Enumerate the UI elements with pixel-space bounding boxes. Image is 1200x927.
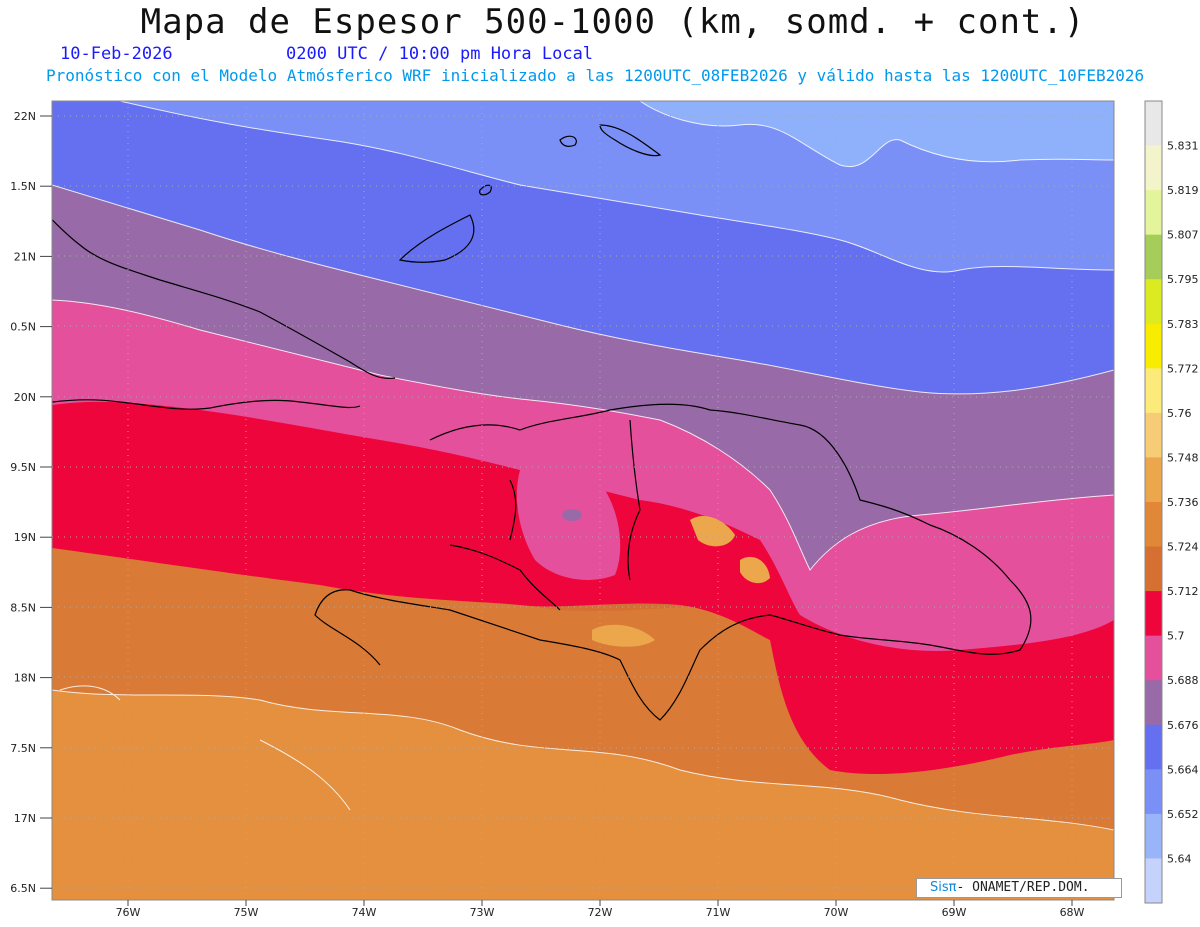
band-pale-blue: [640, 101, 1114, 167]
lon-label: 74W: [352, 906, 377, 919]
map-title: Mapa de Espesor 500-1000 (km, somd. + co…: [140, 2, 1086, 42]
lon-label: 70W: [824, 906, 849, 919]
thickness-field: [52, 101, 1114, 900]
purple-pocket: [562, 509, 582, 521]
lat-label: 21N: [14, 250, 36, 263]
colorbar-label: 5.712: [1167, 585, 1199, 598]
colorbar-swatch: [1145, 368, 1162, 414]
colorbar-label: 5.664: [1167, 763, 1199, 776]
colorbar-swatch: [1145, 323, 1162, 369]
colorbar-swatch: [1145, 101, 1162, 147]
colorbar-frame: [1144, 100, 1163, 904]
lon-label: 69W: [942, 906, 967, 919]
lat-label: 18N: [14, 672, 36, 685]
longitude-labels: 76W 75W 74W 73W 72W 71W 70W 69W 68W: [116, 900, 1085, 919]
colorbar-label: 5.64: [1167, 852, 1192, 865]
warm-spot-1: [690, 515, 735, 547]
colorbar-label: 5.676: [1167, 719, 1199, 732]
colorbar-label: 5.819: [1167, 184, 1199, 197]
map-frame: [51, 100, 1115, 901]
colorbar-swatch: [1145, 769, 1162, 815]
colorbar-swatch: [1145, 234, 1162, 280]
coastlines: [52, 124, 1032, 721]
lon-label: 73W: [470, 906, 495, 919]
colorbar-label: 5.7: [1167, 630, 1185, 643]
colorbar-label: 5.652: [1167, 808, 1199, 821]
latitude-labels: 22N 1.5N 21N 0.5N 20N 9.5N 19N 8.5N 18N 7.5N 17N 6.…: [10, 110, 52, 895]
lat-label: 20N: [14, 391, 36, 404]
colorbar-swatch: [1145, 591, 1162, 637]
colorbar-swatch: [1145, 635, 1162, 681]
credit-box: Sisπ- ONAMET/REP.DOM.: [916, 878, 1122, 898]
colorbar-swatch: [1145, 546, 1162, 592]
lon-label: 68W: [1060, 906, 1085, 919]
colorbar-swatch: [1145, 279, 1162, 325]
forecast-date: 10-Feb-2026: [60, 44, 173, 64]
lon-label: 71W: [706, 906, 731, 919]
colorbar-label: 5.807: [1167, 229, 1199, 242]
lat-label: 0.5N: [10, 321, 36, 334]
colorbar-swatch: [1145, 190, 1162, 236]
colorbar-swatch: [1145, 145, 1162, 191]
credit-brand: Sisπ: [930, 880, 957, 895]
colorbar: 5.831 5.819 5.807 5.795 5.783 5.772 5.76 5.748 5…: [1144, 100, 1199, 904]
colorbar-swatch: [1145, 457, 1162, 503]
lat-label: 6.5N: [10, 882, 36, 895]
colorbar-label: 5.772: [1167, 362, 1199, 375]
contour-lines: [52, 101, 1114, 831]
lat-label: 7.5N: [10, 742, 36, 755]
lon-label: 72W: [588, 906, 613, 919]
forecast-time: 0200 UTC / 10:00 pm Hora Local: [286, 44, 594, 64]
colorbar-swatch: [1145, 813, 1162, 859]
lat-label: 22N: [14, 110, 36, 123]
lat-label: 19N: [14, 531, 36, 544]
lat-label: 9.5N: [10, 461, 36, 474]
model-subtitle: Pronóstico con el Modelo Atmósferico WRF…: [46, 66, 1145, 85]
colorbar-label: 5.736: [1167, 496, 1199, 509]
warm-spot-3: [592, 624, 655, 647]
lat-label: 1.5N: [10, 180, 36, 193]
colorbar-swatch: [1145, 724, 1162, 770]
colorbar-label: 5.724: [1167, 541, 1199, 554]
colorbar-swatch: [1145, 858, 1162, 904]
colorbar-label: 5.831: [1167, 140, 1199, 153]
colorbar-label: 5.783: [1167, 318, 1199, 331]
colorbar-swatch: [1145, 502, 1162, 548]
credit-text: - ONAMET/REP.DOM.: [956, 880, 1090, 895]
colorbar-label: 5.748: [1167, 451, 1199, 464]
lat-label: 8.5N: [10, 601, 36, 614]
colorbar-label: 5.795: [1167, 273, 1199, 286]
lon-label: 75W: [234, 906, 259, 919]
lon-label: 76W: [116, 906, 141, 919]
pink-pocket: [516, 466, 621, 580]
colorbar-label: 5.688: [1167, 674, 1199, 687]
warm-spot-2: [740, 556, 770, 584]
colorbar-label: 5.76: [1167, 407, 1192, 420]
lat-label: 17N: [14, 812, 36, 825]
colorbar-swatch: [1145, 680, 1162, 726]
colorbar-swatch: [1145, 412, 1162, 458]
